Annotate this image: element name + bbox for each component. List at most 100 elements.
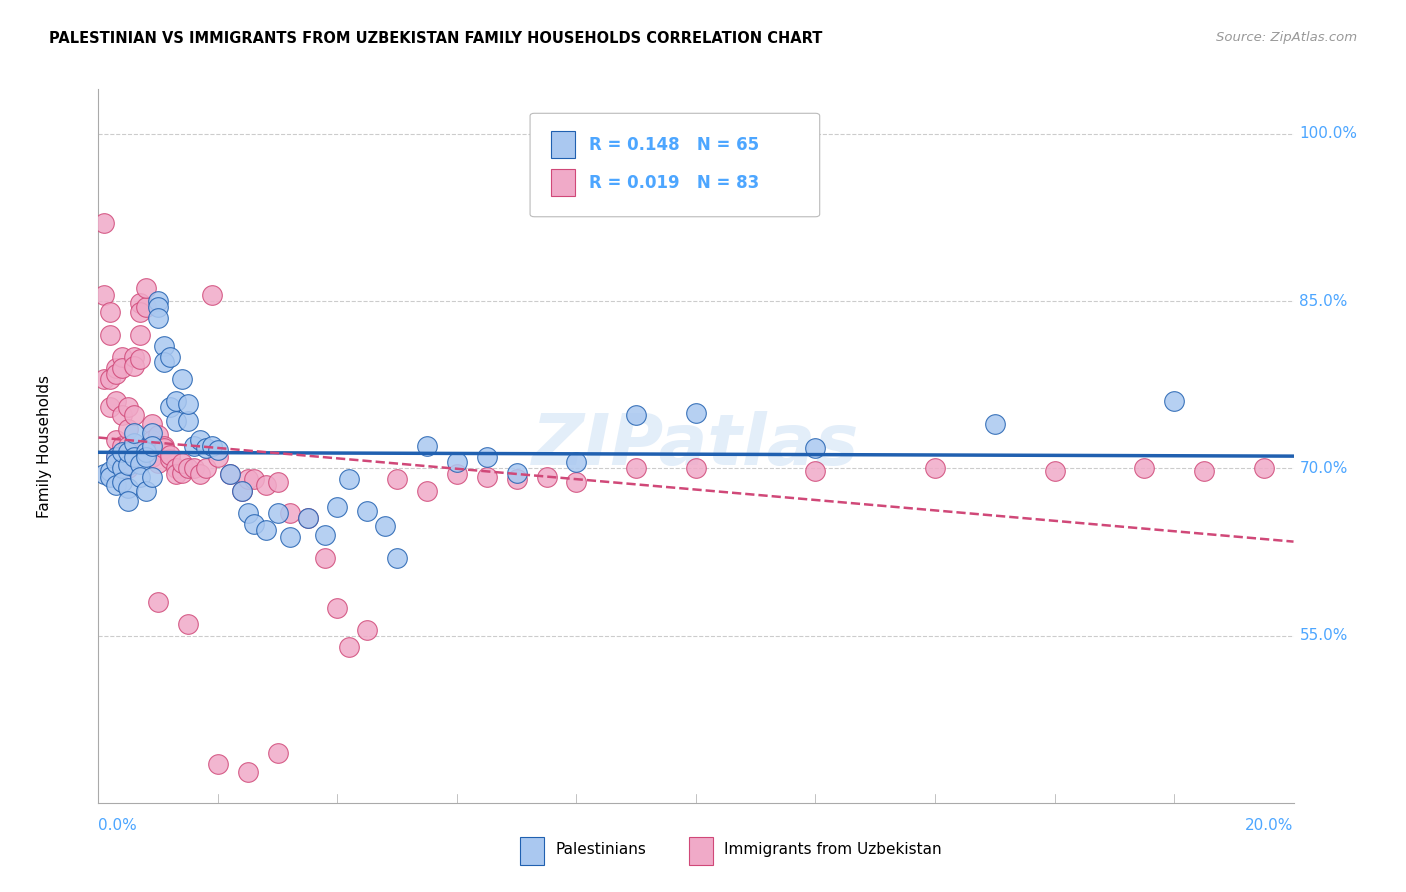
Point [159, 448, 181, 462]
Point [356, 503, 378, 517]
Point [172, 456, 194, 470]
Point [201, 288, 224, 302]
Point [315, 528, 337, 542]
Point [141, 417, 163, 431]
Point [1133, 461, 1156, 475]
Point [924, 461, 946, 475]
Point [339, 640, 360, 654]
Text: Family Households: Family Households [37, 375, 52, 517]
Text: 55.0%: 55.0% [1299, 628, 1348, 643]
Point [111, 461, 134, 475]
Point [148, 595, 170, 609]
Point [93, 467, 115, 481]
Point [326, 500, 349, 515]
Point [117, 422, 139, 436]
Point [159, 400, 181, 414]
Point [117, 400, 139, 414]
Point [172, 372, 194, 386]
Point [148, 310, 170, 325]
Point [475, 470, 498, 484]
Point [165, 467, 187, 481]
Point [278, 506, 301, 520]
Text: Source: ZipAtlas.com: Source: ZipAtlas.com [1216, 31, 1357, 45]
Point [565, 455, 588, 469]
Point [129, 457, 152, 471]
Point [117, 439, 139, 453]
Point [98, 400, 122, 414]
Point [385, 550, 409, 565]
Point [804, 464, 827, 478]
Point [1192, 464, 1215, 478]
Point [105, 394, 128, 409]
Point [1163, 394, 1185, 409]
Point [135, 442, 157, 456]
Point [93, 288, 115, 302]
Point [506, 473, 529, 487]
Point [177, 396, 200, 410]
Point [188, 434, 211, 448]
Point [565, 475, 588, 489]
Point [159, 350, 181, 364]
Point [141, 450, 163, 465]
Point [243, 473, 266, 487]
Point [141, 425, 163, 440]
Point [207, 450, 229, 465]
Point [416, 439, 439, 453]
Point [129, 296, 152, 310]
Point [446, 455, 468, 469]
Point [685, 461, 707, 475]
Point [267, 746, 290, 760]
Point [446, 467, 468, 481]
Point [297, 511, 319, 525]
Text: ZIPatlas: ZIPatlas [533, 411, 859, 481]
Point [243, 517, 266, 532]
Point [153, 355, 176, 369]
Point [159, 452, 181, 467]
Point [219, 467, 242, 481]
Point [506, 466, 529, 480]
Point [207, 443, 229, 458]
Point [165, 414, 187, 428]
Point [124, 425, 146, 440]
Point [385, 473, 409, 487]
Point [98, 327, 122, 342]
Point [124, 408, 146, 422]
Point [105, 478, 128, 492]
Point [148, 439, 170, 453]
Point [624, 408, 647, 422]
Text: 85.0%: 85.0% [1299, 293, 1348, 309]
Point [111, 444, 134, 458]
Point [129, 470, 152, 484]
Point [1043, 464, 1066, 478]
Point [1253, 461, 1275, 475]
Point [177, 414, 200, 428]
Point [177, 617, 200, 632]
Point [236, 764, 259, 779]
Point [141, 439, 163, 453]
Point [536, 470, 558, 484]
Text: 100.0%: 100.0% [1299, 127, 1358, 141]
Point [231, 483, 253, 498]
Point [141, 470, 163, 484]
Point [201, 439, 224, 453]
Point [153, 439, 176, 453]
Point [129, 351, 152, 366]
Point [124, 450, 146, 465]
Point [267, 506, 290, 520]
Point [194, 461, 218, 475]
Point [105, 361, 128, 376]
Point [135, 281, 157, 295]
Point [111, 361, 134, 376]
Text: Palestinians: Palestinians [555, 842, 647, 856]
Point [165, 394, 187, 409]
Point [297, 511, 319, 525]
Text: Immigrants from Uzbekistan: Immigrants from Uzbekistan [724, 842, 942, 856]
Point [254, 478, 277, 492]
Text: PALESTINIAN VS IMMIGRANTS FROM UZBEKISTAN FAMILY HOUSEHOLDS CORRELATION CHART: PALESTINIAN VS IMMIGRANTS FROM UZBEKISTA… [49, 31, 823, 46]
Point [98, 305, 122, 319]
Point [117, 481, 139, 495]
Point [111, 350, 134, 364]
Point [475, 450, 498, 465]
Point [124, 350, 146, 364]
Point [129, 305, 152, 319]
